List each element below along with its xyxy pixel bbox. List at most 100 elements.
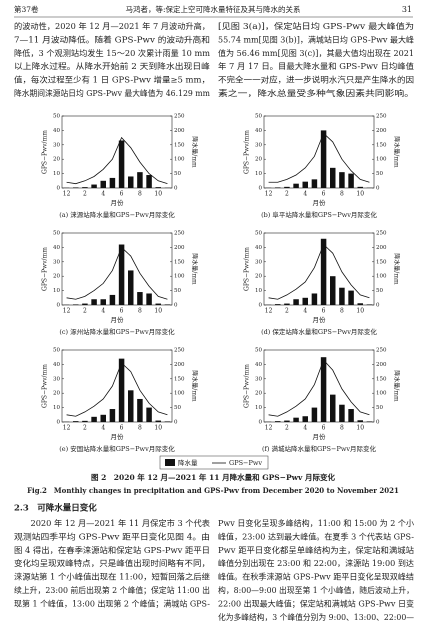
y-tick-label: 40 [255, 128, 262, 134]
y2-tick-label: 150 [174, 376, 185, 382]
pwv-line [268, 132, 370, 183]
x-tick-label: 4 [101, 425, 105, 432]
y-tick-label: 0 [259, 186, 263, 192]
x-tick-label: 2 [285, 191, 289, 198]
y2-tick-label: 100 [376, 391, 387, 397]
precip-bar [320, 130, 327, 188]
precip-bar [366, 304, 373, 305]
y-axis-label: GPS−Pwv/mm [244, 247, 251, 291]
x-axis-label: 月份 [313, 315, 327, 324]
y2-tick-label: 150 [376, 142, 387, 148]
x-tick-label: 12 [265, 308, 273, 315]
y-tick-label: 30 [53, 142, 60, 148]
y-tick-label: 20 [53, 157, 60, 163]
y-tick-label: 0 [57, 186, 61, 192]
figure-caption: 图 2 2020 年 12 月—2021 年 11 月降水量和 GPS−Pwv … [91, 472, 336, 482]
precip-bar [155, 303, 161, 305]
y-tick-label: 30 [255, 142, 262, 148]
text-line: 不完全一一对应，进一步说明水汽只是产生降水的因 [218, 75, 414, 85]
y-tick-label: 40 [53, 362, 60, 368]
y-tick-label: 0 [259, 303, 263, 309]
y-tick-label: 50 [255, 348, 262, 354]
x-tick-label: 12 [63, 425, 71, 432]
x-tick-label: 4 [303, 308, 307, 315]
y-tick-label: 30 [255, 259, 262, 265]
y2-axis-label: 降水量/mm [191, 253, 199, 285]
precip-bar [348, 173, 354, 188]
y-tick-label: 40 [53, 245, 60, 251]
y-tick-label: 10 [53, 171, 60, 177]
y-tick-label: 30 [53, 259, 60, 265]
pwv-line [66, 362, 168, 417]
precip-bar [100, 414, 106, 422]
text-line: 峰值，23:00 达到最大峰值。在夏季 3 个代表站 GPS- [218, 531, 414, 541]
y2-tick-label: 100 [174, 391, 185, 397]
text-line: 7—11 月波动降低。随着 GPS-Pwv 的波动升高和 [14, 34, 210, 44]
y2-tick-label: 250 [174, 114, 185, 120]
precip-bar [339, 404, 345, 422]
volume: 第37卷 [14, 4, 39, 14]
x-tick-label: 8 [138, 425, 142, 432]
x-axis-label: 月份 [111, 198, 125, 207]
text-line: 素之一，降水总量受多种气象因素共同影响。 [218, 88, 414, 98]
x-tick-label: 6 [120, 191, 124, 198]
precip-bar [284, 186, 290, 188]
y-tick-label: 40 [53, 128, 60, 134]
precip-bar [91, 299, 97, 305]
y2-tick-label: 100 [174, 274, 185, 280]
y2-tick-label: 200 [174, 128, 185, 134]
x-tick-label: 8 [340, 425, 344, 432]
y2-tick-label: 150 [174, 259, 185, 265]
y-tick-label: 30 [255, 376, 262, 382]
precip-bar [330, 276, 336, 305]
pwv-line [268, 359, 370, 417]
precip-bar [339, 172, 345, 188]
plot-frame [263, 115, 375, 189]
x-tick-label: 8 [340, 308, 344, 315]
precip-bar [302, 416, 308, 422]
precip-bar [109, 294, 116, 305]
x-tick-label: 12 [63, 308, 71, 315]
precip-bar [146, 293, 152, 305]
y-axis-label: GPS−Pwv/mm [244, 130, 251, 174]
y-tick-label: 50 [255, 114, 262, 120]
x-tick-label: 8 [138, 308, 142, 315]
y-tick-label: 20 [255, 391, 262, 397]
text-line: 值，每次过程至少有 1 日 GPS-Pwv 增量≥5 mm， [14, 75, 210, 85]
x-tick-label: 2 [285, 308, 289, 315]
panel-caption: (e) 安国站降水量和GPS−Pwv月际变化 [59, 444, 175, 453]
x-tick-label: 6 [120, 308, 124, 315]
pwv-line [66, 136, 168, 185]
precip-bar [91, 184, 97, 188]
y2-tick-label: 150 [376, 376, 387, 382]
text-line: 以上降水过程。从降水开始前 2 天到降水出现日峰 [14, 61, 210, 71]
precip-bar [293, 417, 299, 422]
text-line: 变化均呈现双峰特点，只是峰值出现时间略有不同， [14, 558, 210, 568]
panel-caption: (c) 涿州站降水量和GPS−Pwv月际变化 [59, 327, 175, 336]
x-tick-label: 4 [101, 191, 105, 198]
y2-tick-label: 0 [376, 186, 380, 192]
y-tick-label: 30 [53, 376, 60, 382]
y-axis-label: GPS−Pwv/mm [42, 247, 49, 291]
x-tick-label: 6 [322, 308, 326, 315]
text-line: Pwv 日变化呈现多峰结构，11:00 和 15:00 为 2 个小 [218, 518, 414, 528]
text-line: 降水期间涞源站日均 GPS-Pwv 最大峰值为 46.129 mm [14, 88, 210, 98]
y-axis-label: GPS−Pwv/mm [42, 364, 49, 408]
precip-bar [320, 238, 327, 305]
text-line: 55.74 mm[见图 3(b)]，满城站日均 GPS-Pwv 最大峰 [218, 34, 414, 44]
y2-axis-label: 降水量/mm [393, 370, 401, 402]
text-line: 化为多峰结构，3 个峰值分别为 9:00、13:00、22:00— [218, 612, 414, 622]
x-tick-label: 10 [154, 308, 162, 315]
pwv-line [268, 243, 370, 300]
precip-bar [146, 407, 152, 422]
precip-bar [109, 409, 116, 422]
precip-bar [275, 421, 281, 422]
y2-axis-label: 降水量/mm [393, 136, 401, 168]
x-tick-label: 2 [285, 425, 289, 432]
y-tick-label: 50 [53, 348, 60, 354]
text-line: 涞源站第 1 个小峰值出现在 11:00，短暂回落之后继 [14, 572, 210, 582]
text-line: 图 4 得出，在春季涞源站和保定站 GPS-Pwv 距平日 [14, 545, 210, 555]
y-tick-label: 20 [53, 391, 60, 397]
plot-frame [61, 115, 173, 189]
precip-bar [146, 175, 152, 188]
